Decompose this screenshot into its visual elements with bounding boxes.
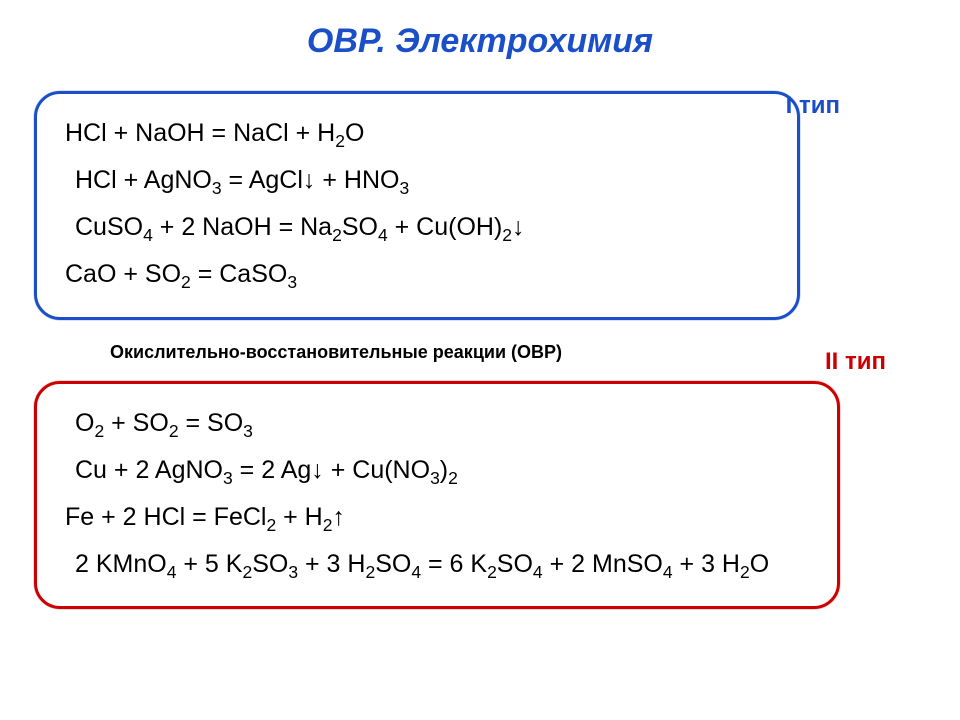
box-type2: O2 + SO2 = SO3 Cu + 2 AgNO3 = 2 Ag↓ + Cu… xyxy=(34,381,840,610)
equation: HCl + AgNO3 = AgCl↓ + HNO3 xyxy=(75,161,769,202)
box-type1: HCl + NaOH = NaCl + H2O HCl + AgNO3 = Ag… xyxy=(34,91,800,320)
equation: HCl + NaOH = NaCl + H2O xyxy=(65,114,769,155)
equation: Fe + 2 HCl = FeCl2 + H2↑ xyxy=(65,498,809,539)
page-title: ОВР. Электрохимия xyxy=(0,0,960,69)
equation: CuSO4 + 2 NaOH = Na2SO4 + Cu(OH)2↓ xyxy=(75,208,769,249)
equation: Cu + 2 AgNO3 = 2 Ag↓ + Cu(NO3)2 xyxy=(75,451,809,492)
equation: CaO + SO2 = CaSO3 xyxy=(65,255,769,296)
equation: 2 KMnO4 + 5 K2SO3 + 3 H2SO4 = 6 K2SO4 + … xyxy=(75,545,809,586)
type2-label: II тип xyxy=(825,348,886,376)
equation: O2 + SO2 = SO3 xyxy=(75,404,809,445)
type1-label: I тип xyxy=(786,92,840,120)
